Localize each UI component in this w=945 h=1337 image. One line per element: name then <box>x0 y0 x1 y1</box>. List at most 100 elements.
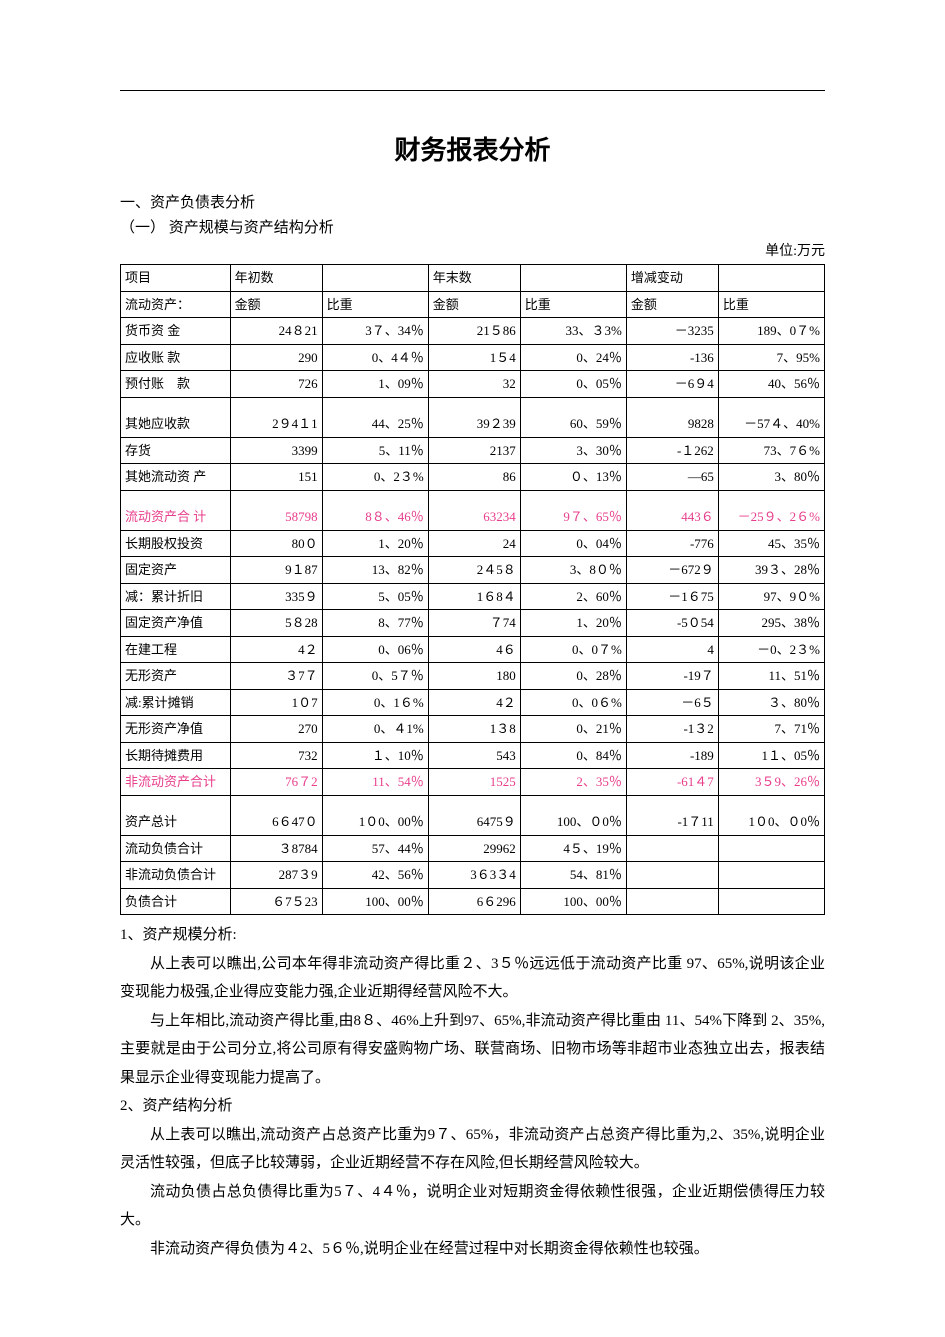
table-cell: 58798 <box>230 490 322 530</box>
table-cell: 39３、28％ <box>718 557 824 584</box>
table-cell: -776 <box>626 530 718 557</box>
table-cell: 5、05％ <box>322 583 428 610</box>
table-row: 应收账 款2900、4４％1５40、24％-1367、95% <box>121 344 825 371</box>
table-cell: 3、30％ <box>520 437 626 464</box>
table-cell: 2137 <box>428 437 520 464</box>
table-cell: -１262 <box>626 437 718 464</box>
table-row: 固定资产净值5８288、77％７741、20％-5０54295、38％ <box>121 610 825 637</box>
table-cell: 1、09％ <box>322 371 428 398</box>
table-cell: 在建工程 <box>121 636 231 663</box>
table-cell: 270 <box>230 716 322 743</box>
table-row: 负债合计６7５23100、00％6６296100、00％ <box>121 888 825 915</box>
table-row: 存货33995、11％21373、30％-１26273、7６% <box>121 437 825 464</box>
table-cell: 5８28 <box>230 610 322 637</box>
table-cell: 减：累计折旧 <box>121 583 231 610</box>
table-cell: 6６47０ <box>230 795 322 835</box>
table-cell: 33、３3% <box>520 318 626 345</box>
table-cell: 732 <box>230 742 322 769</box>
table-row: 资产总计6６47０1０0、00％6475９100、０0％-1７111０0、０0％ <box>121 795 825 835</box>
table-cell: 1５4 <box>428 344 520 371</box>
table-cell: 流动资产合 计 <box>121 490 231 530</box>
table-cell: 0、４1% <box>322 716 428 743</box>
table-header-row-1: 项目 年初数 年末数 增减变动 <box>121 265 825 292</box>
th-weight-3: 比重 <box>718 291 824 318</box>
table-cell: 2４5８ <box>428 557 520 584</box>
table-cell: 6475９ <box>428 795 520 835</box>
table-row: 货币资 金24８213７、34％21５8633、３3%－3235189、0７% <box>121 318 825 345</box>
table-row: 流动负债合计３878457、44％299624５、19％ <box>121 835 825 862</box>
table-cell: 24 <box>428 530 520 557</box>
table-cell: 3７、34％ <box>322 318 428 345</box>
table-cell: 固定资产 <box>121 557 231 584</box>
table-cell: -5０54 <box>626 610 718 637</box>
table-cell: ０、13％ <box>520 464 626 491</box>
table-cell: 1３8 <box>428 716 520 743</box>
th-current-assets: 流动资产： <box>121 291 231 318</box>
table-cell: ―65 <box>626 464 718 491</box>
table-cell: 长期股权投资 <box>121 530 231 557</box>
th-end: 年末数 <box>428 265 520 292</box>
table-cell: 存货 <box>121 437 231 464</box>
table-cell: 335９ <box>230 583 322 610</box>
th-amount-3: 金额 <box>626 291 718 318</box>
th-amount-2: 金额 <box>428 291 520 318</box>
table-cell: 其她应收款 <box>121 397 231 437</box>
table-cell: 0、0６% <box>520 689 626 716</box>
table-cell: 13、82％ <box>322 557 428 584</box>
table-cell: 非流动资产合计 <box>121 769 231 796</box>
table-cell: 100、00％ <box>322 888 428 915</box>
para-2: 与上年相比,流动资产得比重,由8８、46%上升到97、65%,非流动资产得比重由… <box>120 1007 825 1093</box>
table-cell: 3、80％ <box>718 464 824 491</box>
table-cell: 3５9、26％ <box>718 769 824 796</box>
table-cell: 3399 <box>230 437 322 464</box>
table-cell: 5、11％ <box>322 437 428 464</box>
table-cell: －3235 <box>626 318 718 345</box>
table-cell: 2９4１1 <box>230 397 322 437</box>
table-row: 在建工程4２0、06％4６0、0７%4－0、2３% <box>121 636 825 663</box>
table-cell: 1525 <box>428 769 520 796</box>
table-cell: 60、59％ <box>520 397 626 437</box>
table-cell: 1０0、０0％ <box>718 795 824 835</box>
table-cell: －25９、2６% <box>718 490 824 530</box>
analysis-text: 1、资产规模分析: 从上表可以瞧出,公司本年得非流动资产得比重２、3５％远远低于… <box>120 921 825 1263</box>
table-cell: 无形资产净值 <box>121 716 231 743</box>
table-cell: －672９ <box>626 557 718 584</box>
table-cell: 7、71％ <box>718 716 824 743</box>
table-cell: 287３9 <box>230 862 322 889</box>
table-cell: 0、2３% <box>322 464 428 491</box>
table-cell: 4６ <box>428 636 520 663</box>
table-row: 无形资产３7７0、5７％1800、28％-19７11、51％ <box>121 663 825 690</box>
table-cell: 76７2 <box>230 769 322 796</box>
table-cell: 42、56％ <box>322 862 428 889</box>
table-cell: -189 <box>626 742 718 769</box>
table-cell: -1７11 <box>626 795 718 835</box>
table-cell <box>626 835 718 862</box>
table-cell: 73、7６% <box>718 437 824 464</box>
table-cell: 3、8０％ <box>520 557 626 584</box>
table-cell: 0、24％ <box>520 344 626 371</box>
table-cell: 151 <box>230 464 322 491</box>
table-cell: 固定资产净值 <box>121 610 231 637</box>
table-cell: 1１、05％ <box>718 742 824 769</box>
table-cell: 24８21 <box>230 318 322 345</box>
table-cell: 100、０0％ <box>520 795 626 835</box>
table-cell: 180 <box>428 663 520 690</box>
table-cell: -19７ <box>626 663 718 690</box>
table-cell: 3６3３4 <box>428 862 520 889</box>
table-cell: －57４、40% <box>718 397 824 437</box>
section-heading-1-1: （一） 资产规模与资产结构分析 <box>120 217 825 240</box>
table-cell: 39２39 <box>428 397 520 437</box>
table-cell: 29962 <box>428 835 520 862</box>
table-cell: 1、20％ <box>322 530 428 557</box>
table-cell: －6９4 <box>626 371 718 398</box>
table-cell: 4５、19％ <box>520 835 626 862</box>
table-cell: 9828 <box>626 397 718 437</box>
table-row: 预付账 款7261、09％320、05％－6９440、56％ <box>121 371 825 398</box>
table-cell: -136 <box>626 344 718 371</box>
table-cell: 4２ <box>428 689 520 716</box>
table-row: 非流动资产合计76７211、54％15252、35％-61４73５9、26％ <box>121 769 825 796</box>
horizontal-rule <box>120 90 825 91</box>
table-cell: 21５86 <box>428 318 520 345</box>
table-cell: 8、77％ <box>322 610 428 637</box>
table-cell: ３、80％ <box>718 689 824 716</box>
